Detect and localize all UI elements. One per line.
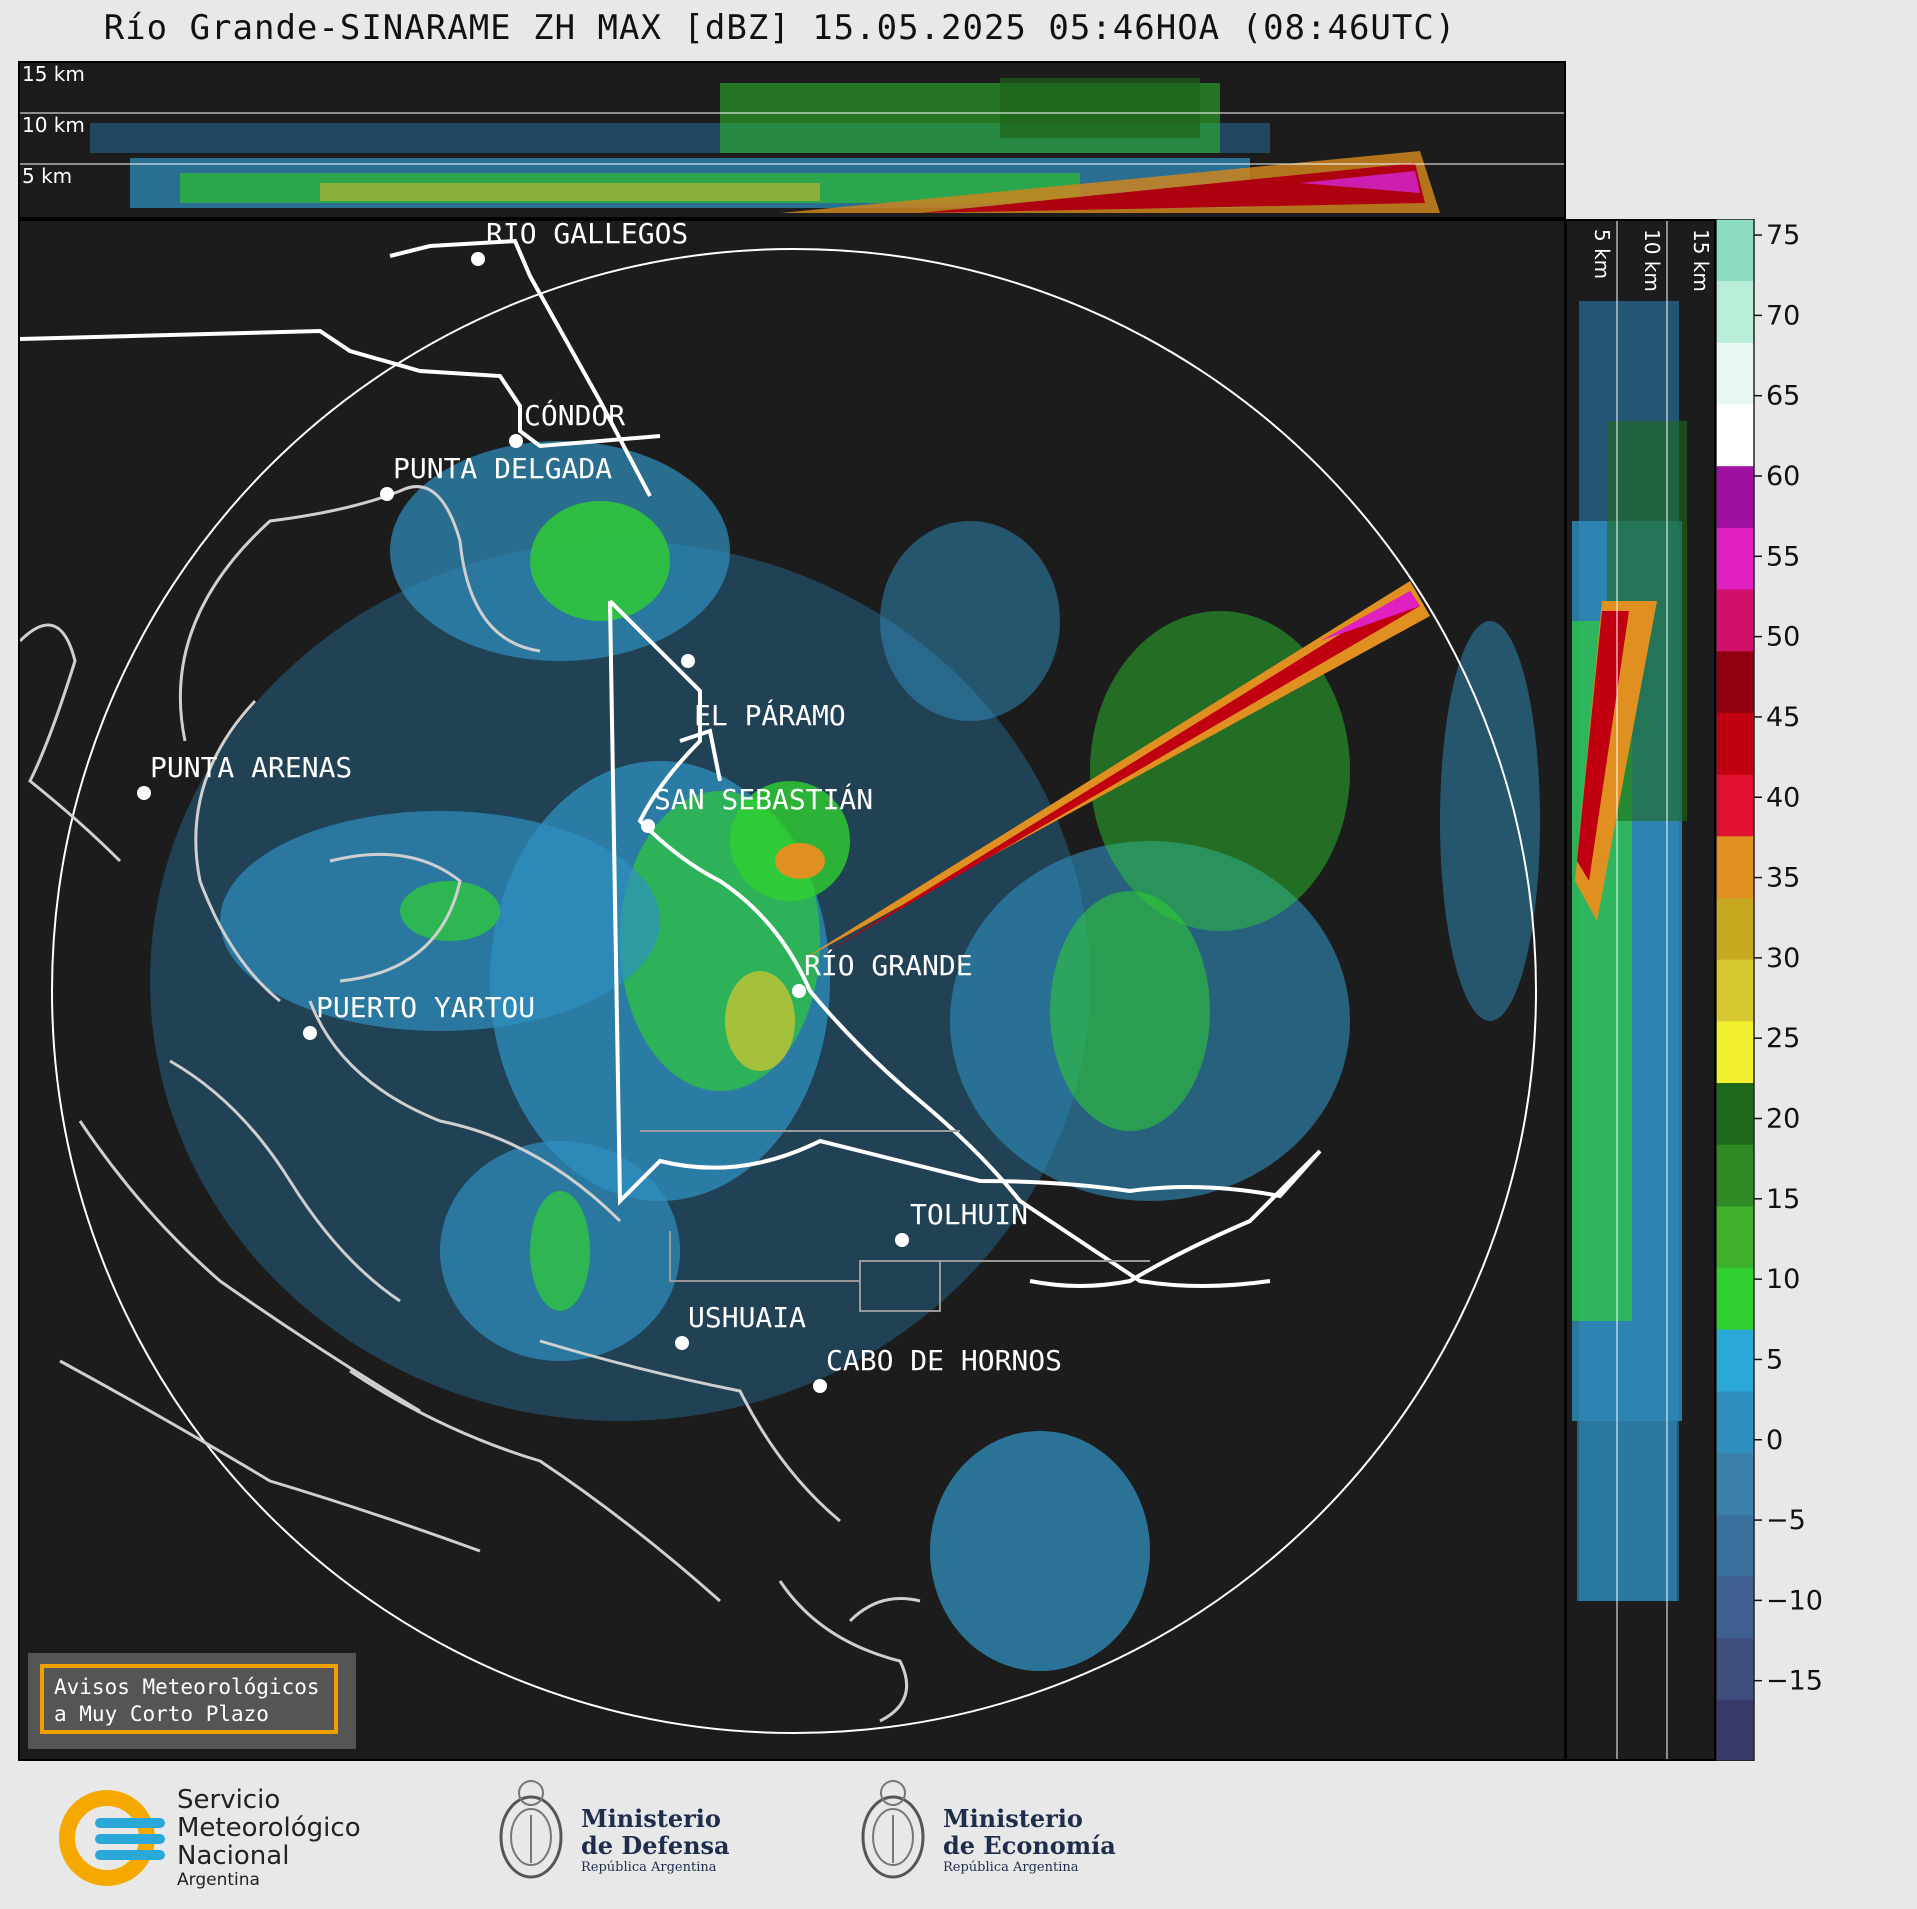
radar-echoes	[150, 441, 1540, 1671]
defensa-line-3: República Argentina	[581, 1860, 717, 1875]
colorbar-tick-label: 70	[1766, 300, 1800, 331]
colorbar-tick-label: 15	[1766, 1184, 1800, 1215]
colorbar-segment	[1716, 650, 1754, 713]
city-label-condor: CÓNDOR	[524, 398, 625, 432]
colorbar-tick-label: 40	[1766, 782, 1800, 813]
colorbar-tick-label: 65	[1766, 381, 1800, 412]
colorbar-tick-label: 0	[1766, 1425, 1783, 1456]
colorbar-segment	[1716, 1699, 1754, 1761]
side-label-10km: 10 km	[1640, 229, 1664, 292]
colorbar-tick-label: 5	[1766, 1344, 1783, 1375]
colorbar-tick-label: 50	[1766, 622, 1800, 653]
colorbar-segment	[1716, 712, 1754, 775]
side-cross-section: 5 km 10 km 15 km	[1565, 219, 1716, 1761]
city-markers: RÍO GALLEGOS CÓNDOR PUNTA DELGADA EL PÁR…	[137, 221, 1062, 1393]
coastlines	[20, 485, 921, 1723]
colorbar-segment	[1716, 1575, 1754, 1639]
colorbar-segment	[1716, 280, 1754, 343]
page-title: Río Grande-SINARAME ZH MAX [dBZ] 15.05.2…	[103, 8, 1457, 48]
coat-of-arms-icon	[499, 1780, 563, 1879]
coat-of-arms-icon	[861, 1780, 925, 1879]
colorbar-segment	[1716, 835, 1754, 898]
city-label-punta-arenas: PUNTA ARENAS	[150, 751, 352, 784]
colorbar-segment	[1716, 219, 1754, 282]
colorbar-segment	[1716, 1452, 1754, 1515]
city-label-puerto-yartou: PUERTO YARTOU	[316, 991, 535, 1024]
defensa-logo: Ministerio de Defensa República Argentin…	[493, 1775, 753, 1895]
height-label-5km: 5 km	[22, 164, 72, 188]
colorbar-tick-label: 35	[1766, 863, 1800, 894]
economia-line-2: de Economía	[943, 1831, 1116, 1860]
colorbar-segment	[1716, 589, 1754, 652]
colorbar-tick-label: 60	[1766, 461, 1800, 492]
colorbar-tick-label: 30	[1766, 943, 1800, 974]
city-label-san-sebastian: SAN SEBASTIÁN	[654, 782, 873, 816]
city-label-ushuaia: USHUAIA	[688, 1301, 806, 1334]
colorbar-segment	[1716, 404, 1754, 467]
smn-logo-icon	[59, 1790, 165, 1886]
economia-line-3: República Argentina	[943, 1860, 1079, 1875]
height-label-10km: 10 km	[22, 113, 85, 137]
side-label-15km: 15 km	[1689, 229, 1713, 292]
colorbar-segment	[1716, 897, 1754, 960]
defensa-line-2: de Defensa	[581, 1831, 730, 1860]
road-lines	[640, 1130, 1150, 1312]
colorbar-segment	[1716, 1205, 1754, 1269]
colorbar-tick-label: 20	[1766, 1104, 1800, 1135]
colorbar-tick-label: 75	[1766, 220, 1800, 251]
economia-logo: Ministerio de Economía República Argenti…	[855, 1775, 1135, 1895]
colorbar-segment	[1716, 1390, 1754, 1454]
colorbar-tick-label: −5	[1766, 1505, 1806, 1536]
smn-line-4: Argentina	[177, 1870, 260, 1890]
colorbar-segment	[1716, 342, 1754, 405]
side-label-5km: 5 km	[1590, 229, 1614, 279]
colorbar-tick-label: 10	[1766, 1264, 1800, 1295]
smn-line-2: Meteorológico	[177, 1813, 361, 1843]
city-label-punta-delgada: PUNTA DELGADA	[393, 452, 612, 485]
defensa-line-1: Ministerio	[581, 1804, 721, 1833]
colorbar-segment	[1716, 1020, 1754, 1084]
colorbar-segment	[1716, 1144, 1754, 1207]
smn-line-1: Servicio	[177, 1785, 281, 1815]
economia-line-1: Ministerio	[943, 1804, 1083, 1833]
colorbar-segment	[1716, 774, 1754, 837]
warning-line-1: Avisos Meteorológicos	[54, 1675, 320, 1699]
colorbar-tick-label: −15	[1766, 1666, 1823, 1697]
colorbar-tick-label: 55	[1766, 541, 1800, 572]
colorbar-segment	[1716, 1637, 1754, 1700]
city-label-tolhuin: TOLHUIN	[910, 1198, 1028, 1231]
radar-map: RÍO GALLEGOS CÓNDOR PUNTA DELGADA EL PÁR…	[18, 219, 1566, 1761]
colorbar-segment	[1716, 527, 1754, 590]
colorbar-segment	[1716, 465, 1754, 528]
city-label-cabo-de-hornos: CABO DE HORNOS	[826, 1344, 1062, 1377]
warning-box: Avisos Meteorológicos a Muy Corto Plazo	[28, 1653, 356, 1749]
radar-spike	[800, 581, 1430, 961]
city-label-el-paramo: EL PÁRAMO	[694, 698, 846, 732]
colorbar-tick-label: 45	[1766, 702, 1800, 733]
smn-logo: Servicio Meteorológico Nacional Argentin…	[55, 1785, 385, 1890]
colorbar-segment	[1716, 959, 1754, 1022]
colorbar-segment	[1716, 1082, 1754, 1145]
top-cross-section: 15 km 10 km 5 km	[18, 61, 1566, 219]
colorbar-tick-label: 25	[1766, 1023, 1800, 1054]
colorbar-tick-label: −10	[1766, 1585, 1823, 1616]
height-label-15km: 15 km	[22, 63, 85, 86]
colorbar-segment	[1716, 1514, 1754, 1577]
city-label-rio-grande: RÍO GRANDE	[804, 948, 973, 982]
colorbar-segment	[1716, 1329, 1754, 1392]
smn-line-3: Nacional	[177, 1841, 290, 1871]
colorbar-segment	[1716, 1267, 1754, 1330]
warning-line-2: a Muy Corto Plazo	[54, 1702, 269, 1726]
city-label-rio-gallegos: RÍO GALLEGOS	[486, 221, 688, 250]
